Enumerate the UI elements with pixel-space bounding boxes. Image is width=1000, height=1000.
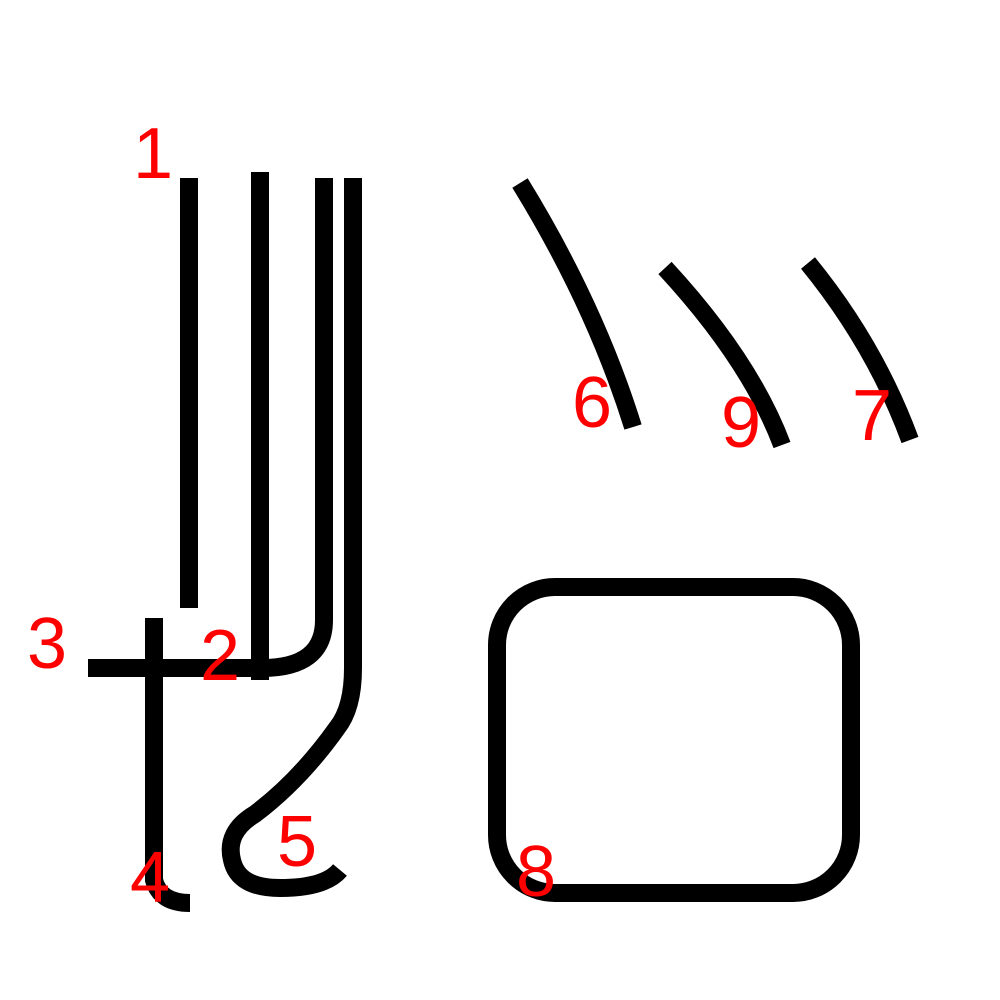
- stroke-9-path: [658, 261, 791, 449]
- stroke-label-8: 8: [516, 832, 556, 912]
- stroke-label-3: 3: [27, 604, 67, 684]
- stroke-label-7: 7: [852, 376, 892, 456]
- stroke-label-2: 2: [200, 616, 240, 696]
- stroke-6-path: [512, 178, 642, 430]
- stroke-5-path: [221, 178, 362, 898]
- stroke-8-path: [488, 578, 860, 902]
- stroke-label-4: 4: [130, 838, 170, 918]
- stroke-4-path: [145, 618, 191, 912]
- stroke-7-path: [801, 257, 919, 444]
- stroke-2b-path: [261, 178, 333, 677]
- stroke-label-9: 9: [721, 383, 761, 463]
- stroke-labels: 1 2 3 4 5 6 7 8 9: [27, 114, 892, 918]
- stroke-label-1: 1: [133, 114, 173, 194]
- stroke-paths: [88, 172, 919, 912]
- stroke-label-5: 5: [277, 802, 317, 882]
- stroke-label-6: 6: [572, 363, 612, 443]
